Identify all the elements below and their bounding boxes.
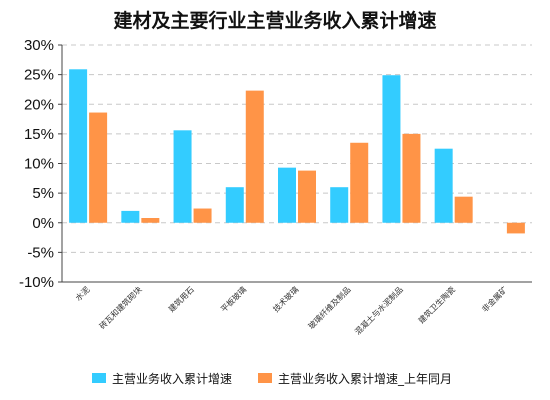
y-tick-label: 15% bbox=[24, 126, 54, 143]
y-tick-label: 25% bbox=[24, 67, 54, 84]
bar-series-2-0 bbox=[89, 112, 108, 223]
y-tick-label: 30% bbox=[24, 37, 54, 54]
bar-series-2-8 bbox=[506, 222, 525, 234]
bar-series-1-7 bbox=[434, 148, 453, 223]
x-tick-label: 平板玻璃 bbox=[218, 284, 248, 314]
y-tick-labels: -10% -5% 0% 5% 10% 15% 20% 25% 30% bbox=[19, 37, 54, 291]
x-tick-label: 水泥 bbox=[73, 284, 91, 302]
x-tick-label: 建筑用石 bbox=[166, 284, 196, 314]
bar-series-2-4 bbox=[298, 170, 316, 223]
x-tick-label: 非金属矿 bbox=[480, 284, 510, 314]
bar-series-2-6 bbox=[402, 133, 421, 223]
bar-series-1-5 bbox=[330, 187, 349, 223]
bar-series-2-1 bbox=[141, 218, 160, 223]
y-tick-label: -10% bbox=[19, 274, 54, 291]
bar-series-2-2 bbox=[193, 208, 212, 223]
y-tick-label: 0% bbox=[32, 215, 54, 232]
bar-series-1-1 bbox=[121, 210, 140, 223]
y-tick-label: -5% bbox=[27, 244, 54, 261]
y-tick-label: 20% bbox=[24, 96, 54, 113]
y-tick-label: 10% bbox=[24, 156, 54, 173]
x-tick-label: 玻璃纤维及制品 bbox=[306, 284, 353, 331]
bar-series-1-3 bbox=[225, 187, 244, 223]
bars bbox=[69, 69, 525, 234]
x-tick-labels: 水泥 砖瓦和建筑砌块 建筑用石 平板玻璃 技术玻璃 玻璃纤维及制品 混凝土与水泥制品 建筑卫生… bbox=[73, 284, 509, 336]
x-tick-label: 砖瓦和建筑砌块 bbox=[97, 284, 144, 331]
axes bbox=[61, 45, 532, 283]
bar-series-1-4 bbox=[278, 167, 296, 223]
bar-series-2-5 bbox=[350, 142, 369, 223]
gridlines bbox=[58, 44, 532, 283]
legend-label-series-2: 主营业务收入累计增速_上年同月 bbox=[278, 371, 452, 386]
x-tick-label: 建筑卫生陶瓷 bbox=[416, 284, 457, 325]
bar-series-2-3 bbox=[245, 90, 264, 223]
bar-series-2-7 bbox=[454, 196, 473, 223]
x-tick-label: 混凝土与水泥制品 bbox=[353, 284, 405, 336]
legend: 主营业务收入累计增速 主营业务收入累计增速_上年同月 bbox=[92, 371, 452, 386]
legend-swatch-series-1 bbox=[92, 373, 106, 383]
bar-series-1-0 bbox=[69, 69, 88, 223]
legend-label-series-1: 主营业务收入累计增速 bbox=[112, 371, 232, 386]
bar-series-1-6 bbox=[382, 75, 401, 223]
x-tick-label: 技术玻璃 bbox=[271, 284, 301, 314]
y-tick-label: 5% bbox=[32, 185, 54, 202]
legend-swatch-series-2 bbox=[258, 373, 272, 383]
bar-series-1-2 bbox=[173, 130, 192, 223]
chart-title: 建材及主要行业主营业务收入累计增速 bbox=[113, 9, 436, 32]
